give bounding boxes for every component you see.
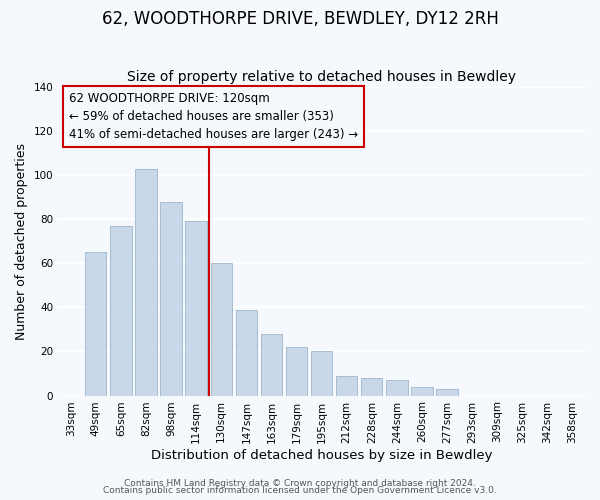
- Title: Size of property relative to detached houses in Bewdley: Size of property relative to detached ho…: [127, 70, 516, 85]
- Bar: [411, 387, 433, 396]
- Bar: [436, 389, 458, 396]
- Bar: [110, 226, 131, 396]
- Text: Contains HM Land Registry data © Crown copyright and database right 2024.: Contains HM Land Registry data © Crown c…: [124, 478, 476, 488]
- Bar: [386, 380, 407, 396]
- Bar: [136, 168, 157, 396]
- Bar: [85, 252, 106, 396]
- Text: Contains public sector information licensed under the Open Government Licence v3: Contains public sector information licen…: [103, 486, 497, 495]
- Bar: [311, 352, 332, 396]
- Bar: [236, 310, 257, 396]
- Bar: [261, 334, 282, 396]
- Bar: [160, 202, 182, 396]
- Bar: [211, 264, 232, 396]
- X-axis label: Distribution of detached houses by size in Bewdley: Distribution of detached houses by size …: [151, 450, 493, 462]
- Y-axis label: Number of detached properties: Number of detached properties: [15, 143, 28, 340]
- Bar: [361, 378, 382, 396]
- Bar: [286, 347, 307, 396]
- Bar: [336, 376, 358, 396]
- Text: 62, WOODTHORPE DRIVE, BEWDLEY, DY12 2RH: 62, WOODTHORPE DRIVE, BEWDLEY, DY12 2RH: [101, 10, 499, 28]
- Text: 62 WOODTHORPE DRIVE: 120sqm
← 59% of detached houses are smaller (353)
41% of se: 62 WOODTHORPE DRIVE: 120sqm ← 59% of det…: [69, 92, 358, 140]
- Bar: [185, 222, 207, 396]
